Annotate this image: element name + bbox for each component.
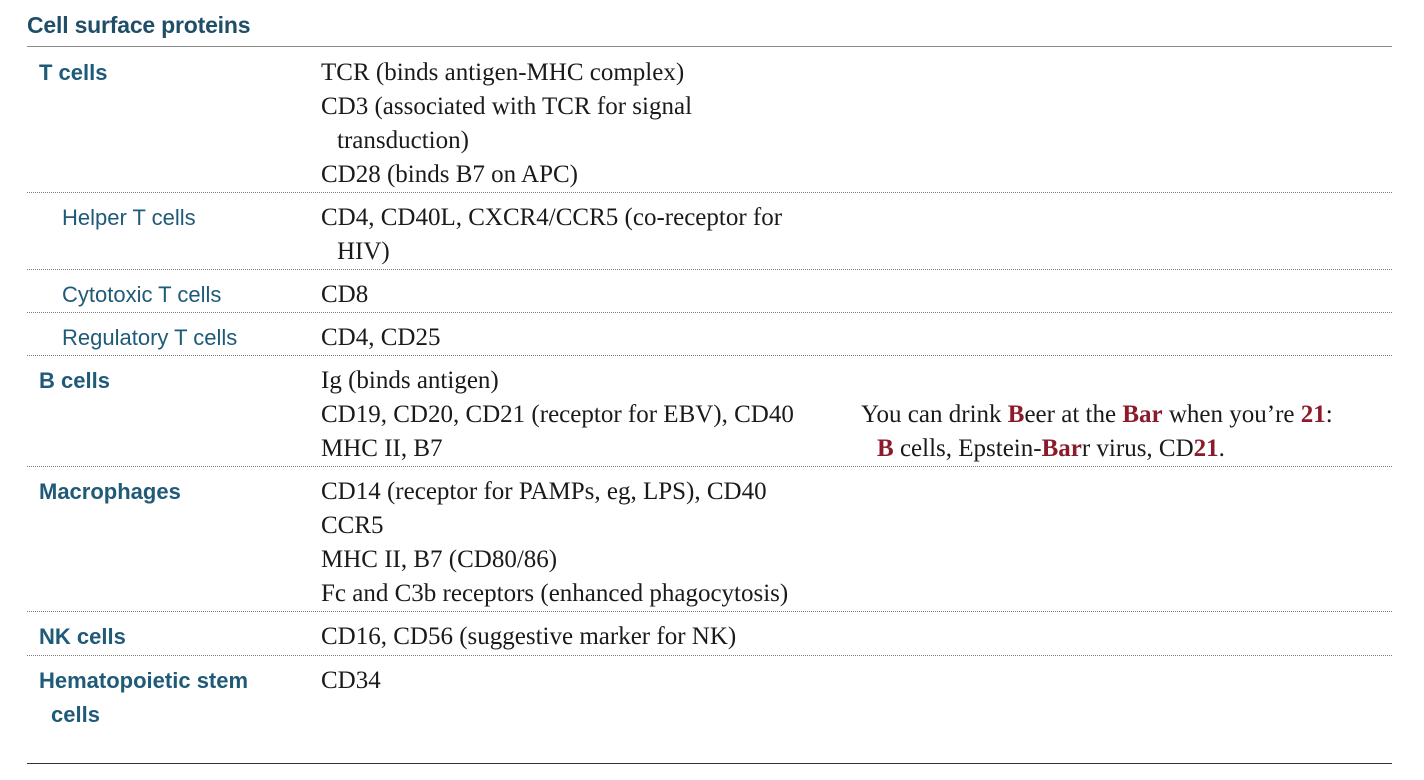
protein-line: HIV): [337, 238, 390, 265]
protein-line: MHC II, B7 (CD80/86): [321, 546, 558, 573]
row-proteins-cytotoxic-t-cells: CD8: [321, 278, 851, 312]
protein-line: transduction): [337, 127, 469, 154]
row-proteins-b-cells: Ig (binds antigen) CD19, CD20, CD21 (rec…: [321, 364, 851, 466]
row-proteins-nk-cells: CD16, CD56 (suggestive marker for NK): [321, 620, 851, 654]
title-divider: [27, 46, 1392, 47]
protein-line: CD8: [321, 281, 369, 308]
protein-line: Fc and C3b receptors (enhanced phagocyto…: [321, 580, 789, 607]
row-proteins-t-cells: TCR (binds antigen-MHC complex) CD3 (ass…: [321, 56, 851, 192]
protein-line: MHC II, B7: [321, 435, 443, 462]
cell-surface-proteins-table: Cell surface proteins T cells TCR (binds…: [27, 0, 1392, 780]
protein-line: CD14 (receptor for PAMPs, eg, LPS), CD40: [321, 478, 767, 505]
row-label-hematopoietic-stem-cells: Hematopoietic stem cells: [39, 668, 249, 727]
protein-line: CD4, CD40L, CXCR4/CCR5 (co-receptor for: [321, 204, 783, 231]
b-cell-mnemonic: You can drink Beer at the Bar when you’r…: [861, 398, 1391, 466]
protein-line: CD4, CD25: [321, 324, 441, 351]
row-label-macrophages: Macrophages: [39, 479, 181, 504]
row-proteins-macrophages: CD14 (receptor for PAMPs, eg, LPS), CD40…: [321, 475, 851, 611]
protein-line: CCR5: [321, 512, 384, 539]
protein-line: CD28 (binds B7 on APC): [321, 161, 578, 188]
mnemonic-line-2: B cells, Epstein-Barr virus, CD21.: [877, 435, 1225, 462]
row-proteins-regulatory-t-cells: CD4, CD25: [321, 321, 851, 355]
protein-line: CD3 (associated with TCR for signal: [321, 93, 693, 120]
table-row-nk-cells: NK cells CD16, CD56 (suggestive marker f…: [27, 611, 1392, 655]
table-row-regulatory-t-cells: Regulatory T cells CD4, CD25: [27, 312, 1392, 355]
row-label-cytotoxic-t-cells: Cytotoxic T cells: [62, 282, 222, 307]
protein-line: Ig (binds antigen): [321, 367, 499, 394]
table-title: Cell surface proteins: [27, 12, 251, 38]
table-row-b-cells: B cells Ig (binds antigen) CD19, CD20, C…: [27, 355, 1392, 466]
row-label-t-cells: T cells: [39, 60, 108, 85]
protein-line: CD34: [321, 667, 381, 694]
row-proteins-hematopoietic-stem-cells: CD34: [321, 664, 851, 698]
row-label-regulatory-t-cells: Regulatory T cells: [62, 325, 238, 350]
protein-line: TCR (binds antigen-MHC complex): [321, 59, 685, 86]
row-label-helper-t-cells: Helper T cells: [62, 205, 196, 230]
row-label-b-cells: B cells: [39, 368, 110, 393]
table-row-hematopoietic-stem-cells: Hematopoietic stem cells CD34: [27, 655, 1392, 756]
table-bottom-rule: [27, 763, 1392, 764]
row-label-nk-cells: NK cells: [39, 624, 126, 649]
table-row-helper-t-cells: Helper T cells CD4, CD40L, CXCR4/CCR5 (c…: [27, 192, 1392, 269]
table-row-t-cells: T cells TCR (binds antigen-MHC complex) …: [27, 48, 1392, 190]
table-row-cytotoxic-t-cells: Cytotoxic T cells CD8: [27, 269, 1392, 312]
table-row-macrophages: Macrophages CD14 (receptor for PAMPs, eg…: [27, 466, 1392, 611]
protein-line: CD19, CD20, CD21 (receptor for EBV), CD4…: [321, 401, 794, 428]
mnemonic-line-1: You can drink Beer at the Bar when you’r…: [861, 401, 1333, 428]
row-proteins-helper-t-cells: CD4, CD40L, CXCR4/CCR5 (co-receptor for …: [321, 201, 851, 269]
protein-line: CD16, CD56 (suggestive marker for NK): [321, 623, 737, 650]
